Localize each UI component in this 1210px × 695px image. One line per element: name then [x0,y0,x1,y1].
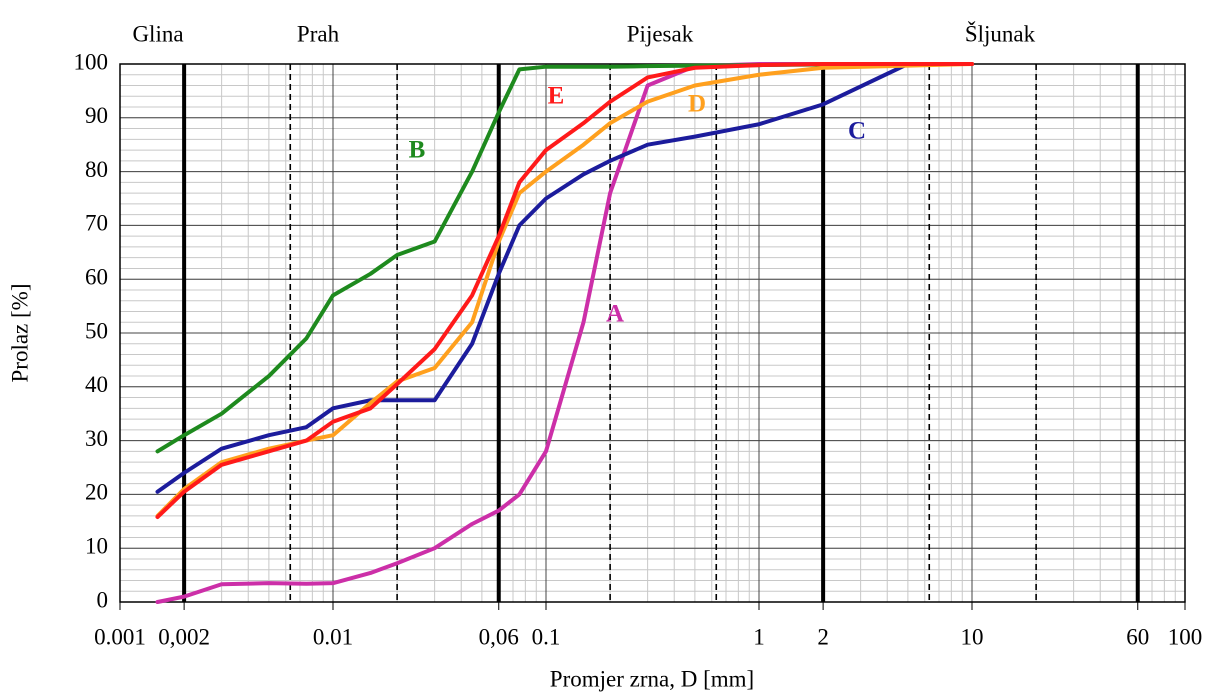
x-tick-label: 1 [753,624,765,649]
y-tick-label: 30 [85,426,108,451]
x-tick-label: 2 [817,624,829,649]
x-tick-label: 60 [1126,624,1149,649]
series-label: E [548,83,565,110]
x-axis-title: Promjer zrna, D [mm] [550,666,754,691]
y-tick-label: 70 [85,211,108,236]
y-tick-label: 10 [85,533,108,558]
y-tick-label: 20 [85,480,108,505]
y-tick-label: 90 [85,103,108,128]
y-tick-label: 0 [97,587,109,612]
series-label: A [606,301,624,328]
y-tick-label: 60 [85,264,108,289]
data-line [155,62,974,494]
series-label: C [848,118,866,145]
data-line [155,62,974,519]
x-tick-label: 0.01 [313,624,353,649]
x-tick-label: 0,002 [158,624,210,649]
zone-label: Pijesak [627,21,694,46]
series-label: D [688,91,706,118]
x-tick-label: 0.001 [94,624,146,649]
x-tick-label: 10 [961,624,984,649]
x-tick-label: 0.1 [532,624,561,649]
y-tick-label: 50 [85,318,108,343]
x-tick-label: 100 [1168,624,1203,649]
y-tick-label: 100 [74,49,109,74]
zone-label: Šljunak [965,20,1036,46]
y-tick-label: 80 [85,157,108,182]
zone-label: Prah [297,21,340,46]
y-tick-label: 40 [85,372,108,397]
x-tick-label: 0,06 [479,624,519,649]
plot-frame [119,63,1186,603]
zone-label: Glina [132,21,183,46]
y-axis-title: Prolaz [%] [7,284,32,383]
series-label: B [409,137,426,164]
